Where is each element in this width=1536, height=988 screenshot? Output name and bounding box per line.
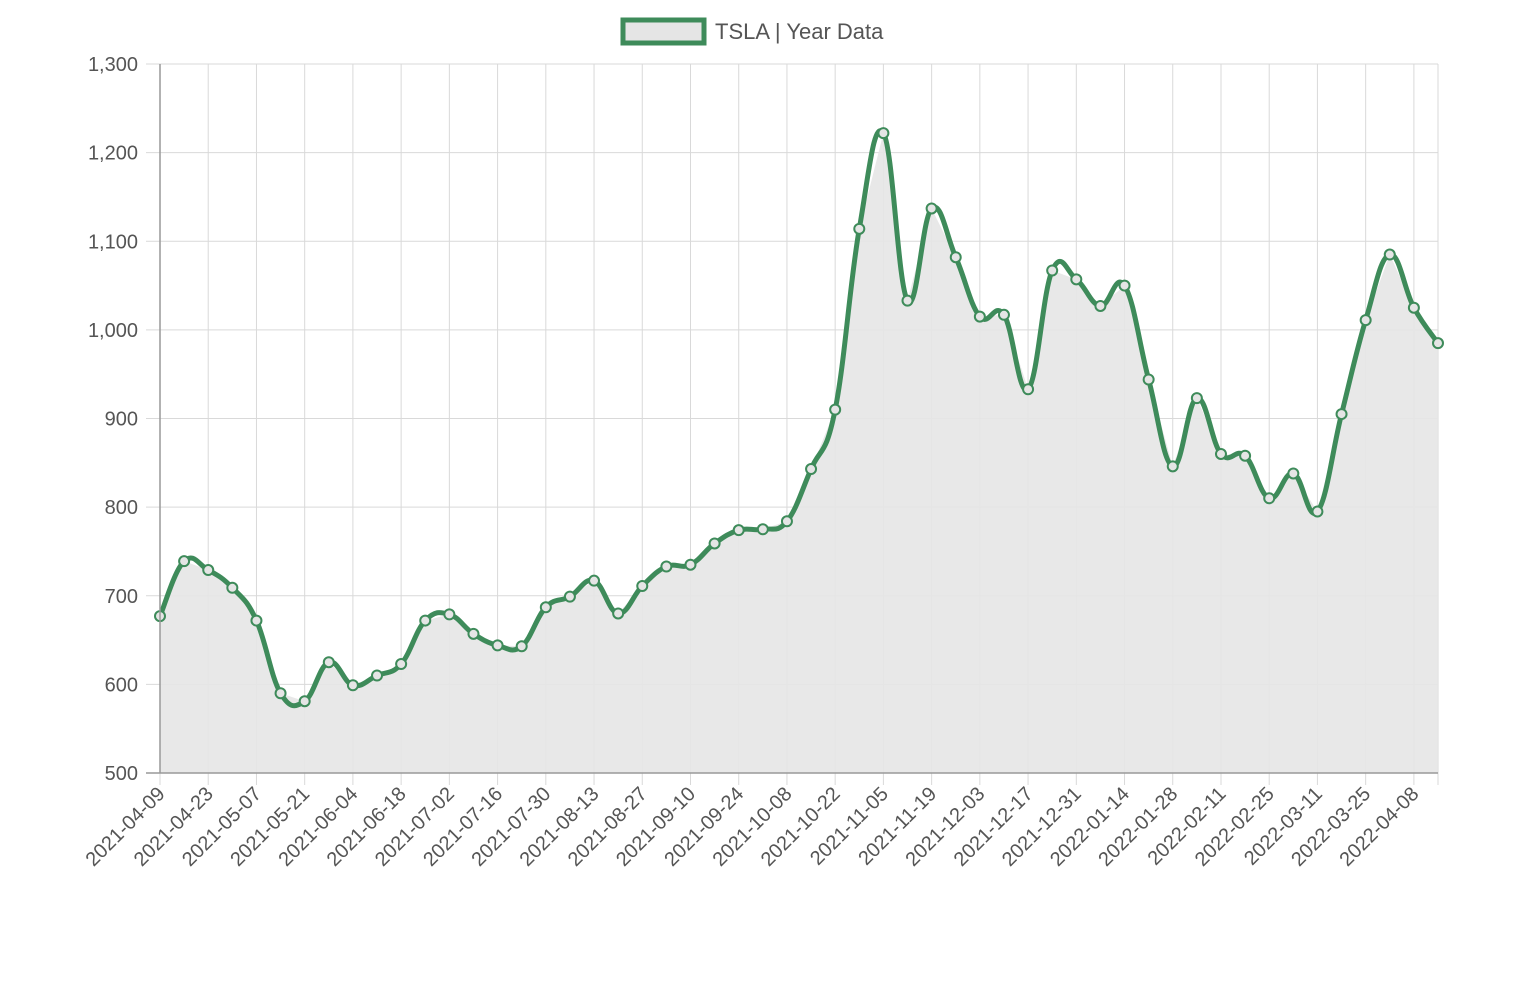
data-point-48[interactable] [1311,505,1324,518]
data-point-19[interactable] [612,607,625,620]
data-point-49[interactable] [1335,408,1348,421]
data-point-24[interactable] [732,524,745,537]
data-point-12[interactable] [443,608,456,621]
data-point-21[interactable] [660,560,673,573]
area-fill [160,133,1438,773]
data-point-4[interactable] [250,614,263,627]
data-points [154,127,1444,708]
y-axis-tick-labels: 1,300 1,200 1,100 1,000 900 800 700 600 500 [88,54,138,785]
data-point-18[interactable] [588,574,601,587]
data-point-53[interactable] [1432,337,1444,350]
data-point-42[interactable] [1166,460,1179,473]
data-point-36[interactable] [1022,383,1035,396]
data-point-6[interactable] [298,695,311,708]
data-point-22[interactable] [684,558,697,571]
data-point-52[interactable] [1407,301,1420,314]
data-point-11[interactable] [419,614,432,627]
data-point-51[interactable] [1383,248,1396,261]
y-tick-label: 700 [105,586,138,608]
data-point-3[interactable] [226,581,239,594]
data-point-20[interactable] [636,580,649,593]
data-point-34[interactable] [973,310,986,323]
legend[interactable]: TSLA | Year Data [620,17,884,46]
data-point-45[interactable] [1239,449,1252,462]
y-tick-label: 900 [105,409,138,431]
data-point-27[interactable] [805,463,818,476]
y-tick-label: 800 [105,497,138,519]
y-tick-label: 500 [105,763,138,785]
legend-swatch[interactable] [620,17,707,46]
data-point-31[interactable] [901,294,914,307]
data-point-5[interactable] [274,687,287,700]
data-point-14[interactable] [491,639,504,652]
y-tick-label: 1,000 [88,320,138,342]
data-point-8[interactable] [346,679,359,692]
data-point-7[interactable] [322,656,335,669]
axes [146,64,1438,774]
data-point-38[interactable] [1070,273,1083,286]
data-point-15[interactable] [515,640,528,653]
data-point-26[interactable] [780,515,793,528]
data-point-30[interactable] [877,127,890,140]
data-point-2[interactable] [202,564,215,577]
data-point-39[interactable] [1094,299,1107,312]
data-point-17[interactable] [563,590,576,603]
y-tick-label: 1,100 [88,231,138,253]
data-point-23[interactable] [708,537,721,550]
data-point-29[interactable] [853,222,866,235]
data-point-1[interactable] [178,555,191,568]
area-fill-layer [160,133,1438,773]
y-tick-label: 1,200 [88,143,138,165]
data-point-28[interactable] [829,403,842,416]
data-point-40[interactable] [1118,279,1131,292]
data-point-16[interactable] [539,601,552,614]
data-point-41[interactable] [1142,373,1155,386]
data-point-25[interactable] [756,523,769,536]
data-point-13[interactable] [467,627,480,640]
data-point-37[interactable] [1046,264,1059,277]
data-point-9[interactable] [371,669,384,682]
data-point-10[interactable] [395,657,408,670]
data-point-32[interactable] [925,202,938,215]
data-point-33[interactable] [949,251,962,264]
y-tick-label: 1,300 [88,54,138,76]
data-point-50[interactable] [1359,314,1372,327]
data-point-35[interactable] [997,308,1010,321]
data-point-46[interactable] [1263,492,1276,505]
data-point-43[interactable] [1190,392,1203,405]
y-tick-label: 600 [105,674,138,696]
x-axis-tick-labels: 2021-04-092021-04-232021-05-072021-05-21… [82,783,1424,871]
data-point-47[interactable] [1287,467,1300,480]
data-point-44[interactable] [1214,447,1227,460]
legend-label: TSLA | Year Data [715,19,884,44]
